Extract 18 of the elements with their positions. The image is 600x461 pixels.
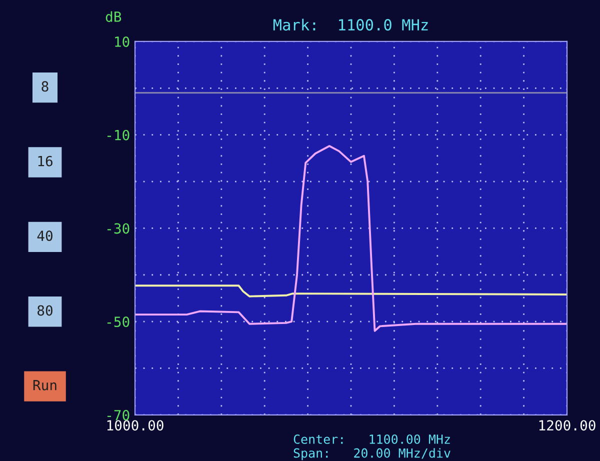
x-tick-label: 1000.00: [107, 420, 164, 431]
text: 16: [38, 156, 52, 166]
text: 40: [37, 230, 52, 242]
text: Center: 1100.00 MHz: [294, 434, 450, 444]
line-series: [135, 284, 567, 298]
y-tick-label: -50: [107, 316, 130, 328]
text: Run: [33, 380, 56, 390]
line-series: [135, 145, 567, 332]
y-axis-title: dB: [106, 11, 122, 22]
y-tick-label: -10: [107, 130, 130, 140]
x-tick-label: 1200.00: [539, 420, 596, 431]
y-tick-label: -30: [107, 223, 130, 234]
text: Span: 20.00 MHz/div: [294, 448, 450, 460]
text: 8: [42, 81, 48, 92]
y-tick-label: -70: [107, 410, 130, 420]
text: 80: [38, 305, 52, 316]
chart-title: Mark: 1100.0 MHz: [273, 18, 428, 31]
y-tick-label: 10: [115, 36, 130, 47]
